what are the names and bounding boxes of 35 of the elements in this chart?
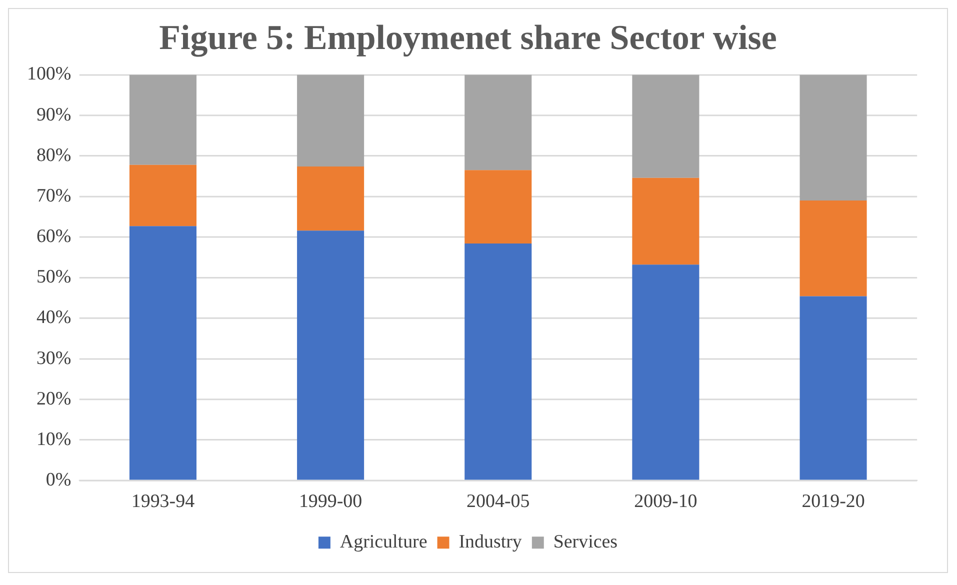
bar [464, 244, 532, 480]
bar [800, 296, 867, 480]
x-tick-label: 1993-94 [131, 490, 196, 512]
y-tick-label: 80% [36, 144, 72, 166]
legend-label: Agriculture [340, 532, 428, 553]
legend-label: Industry [458, 532, 522, 553]
x-tick-label: 1999-00 [298, 490, 362, 512]
bar [632, 264, 700, 480]
bar [464, 74, 532, 170]
x-tick-label: 2004-05 [466, 490, 530, 512]
y-tick-label: 20% [36, 388, 72, 410]
y-tick-label: 10% [36, 428, 72, 450]
chart-title: Figure 5: Employmenet share Sector wise [159, 18, 777, 57]
bar [129, 74, 196, 165]
bar [632, 74, 700, 178]
y-tick-label: 100% [26, 64, 72, 85]
bar [800, 74, 867, 201]
x-tick-label: 2009-10 [634, 490, 698, 512]
bar [129, 164, 196, 226]
bar [297, 166, 364, 231]
y-tick-label: 50% [36, 266, 72, 288]
bar [632, 178, 700, 265]
bar [297, 74, 364, 166]
y-tick-label: 30% [36, 348, 72, 369]
y-tick-label: 60% [36, 226, 72, 248]
y-tick-label: 70% [36, 185, 72, 206]
bar [464, 170, 532, 244]
bar [297, 230, 364, 480]
x-tick-label: 2019-20 [802, 490, 865, 512]
y-tick-label: 90% [36, 104, 72, 126]
y-tick-label: 40% [36, 307, 72, 328]
bar [800, 200, 867, 296]
legend-label: Services [553, 532, 618, 553]
y-tick-label: 0% [46, 470, 72, 490]
bar [129, 226, 196, 480]
